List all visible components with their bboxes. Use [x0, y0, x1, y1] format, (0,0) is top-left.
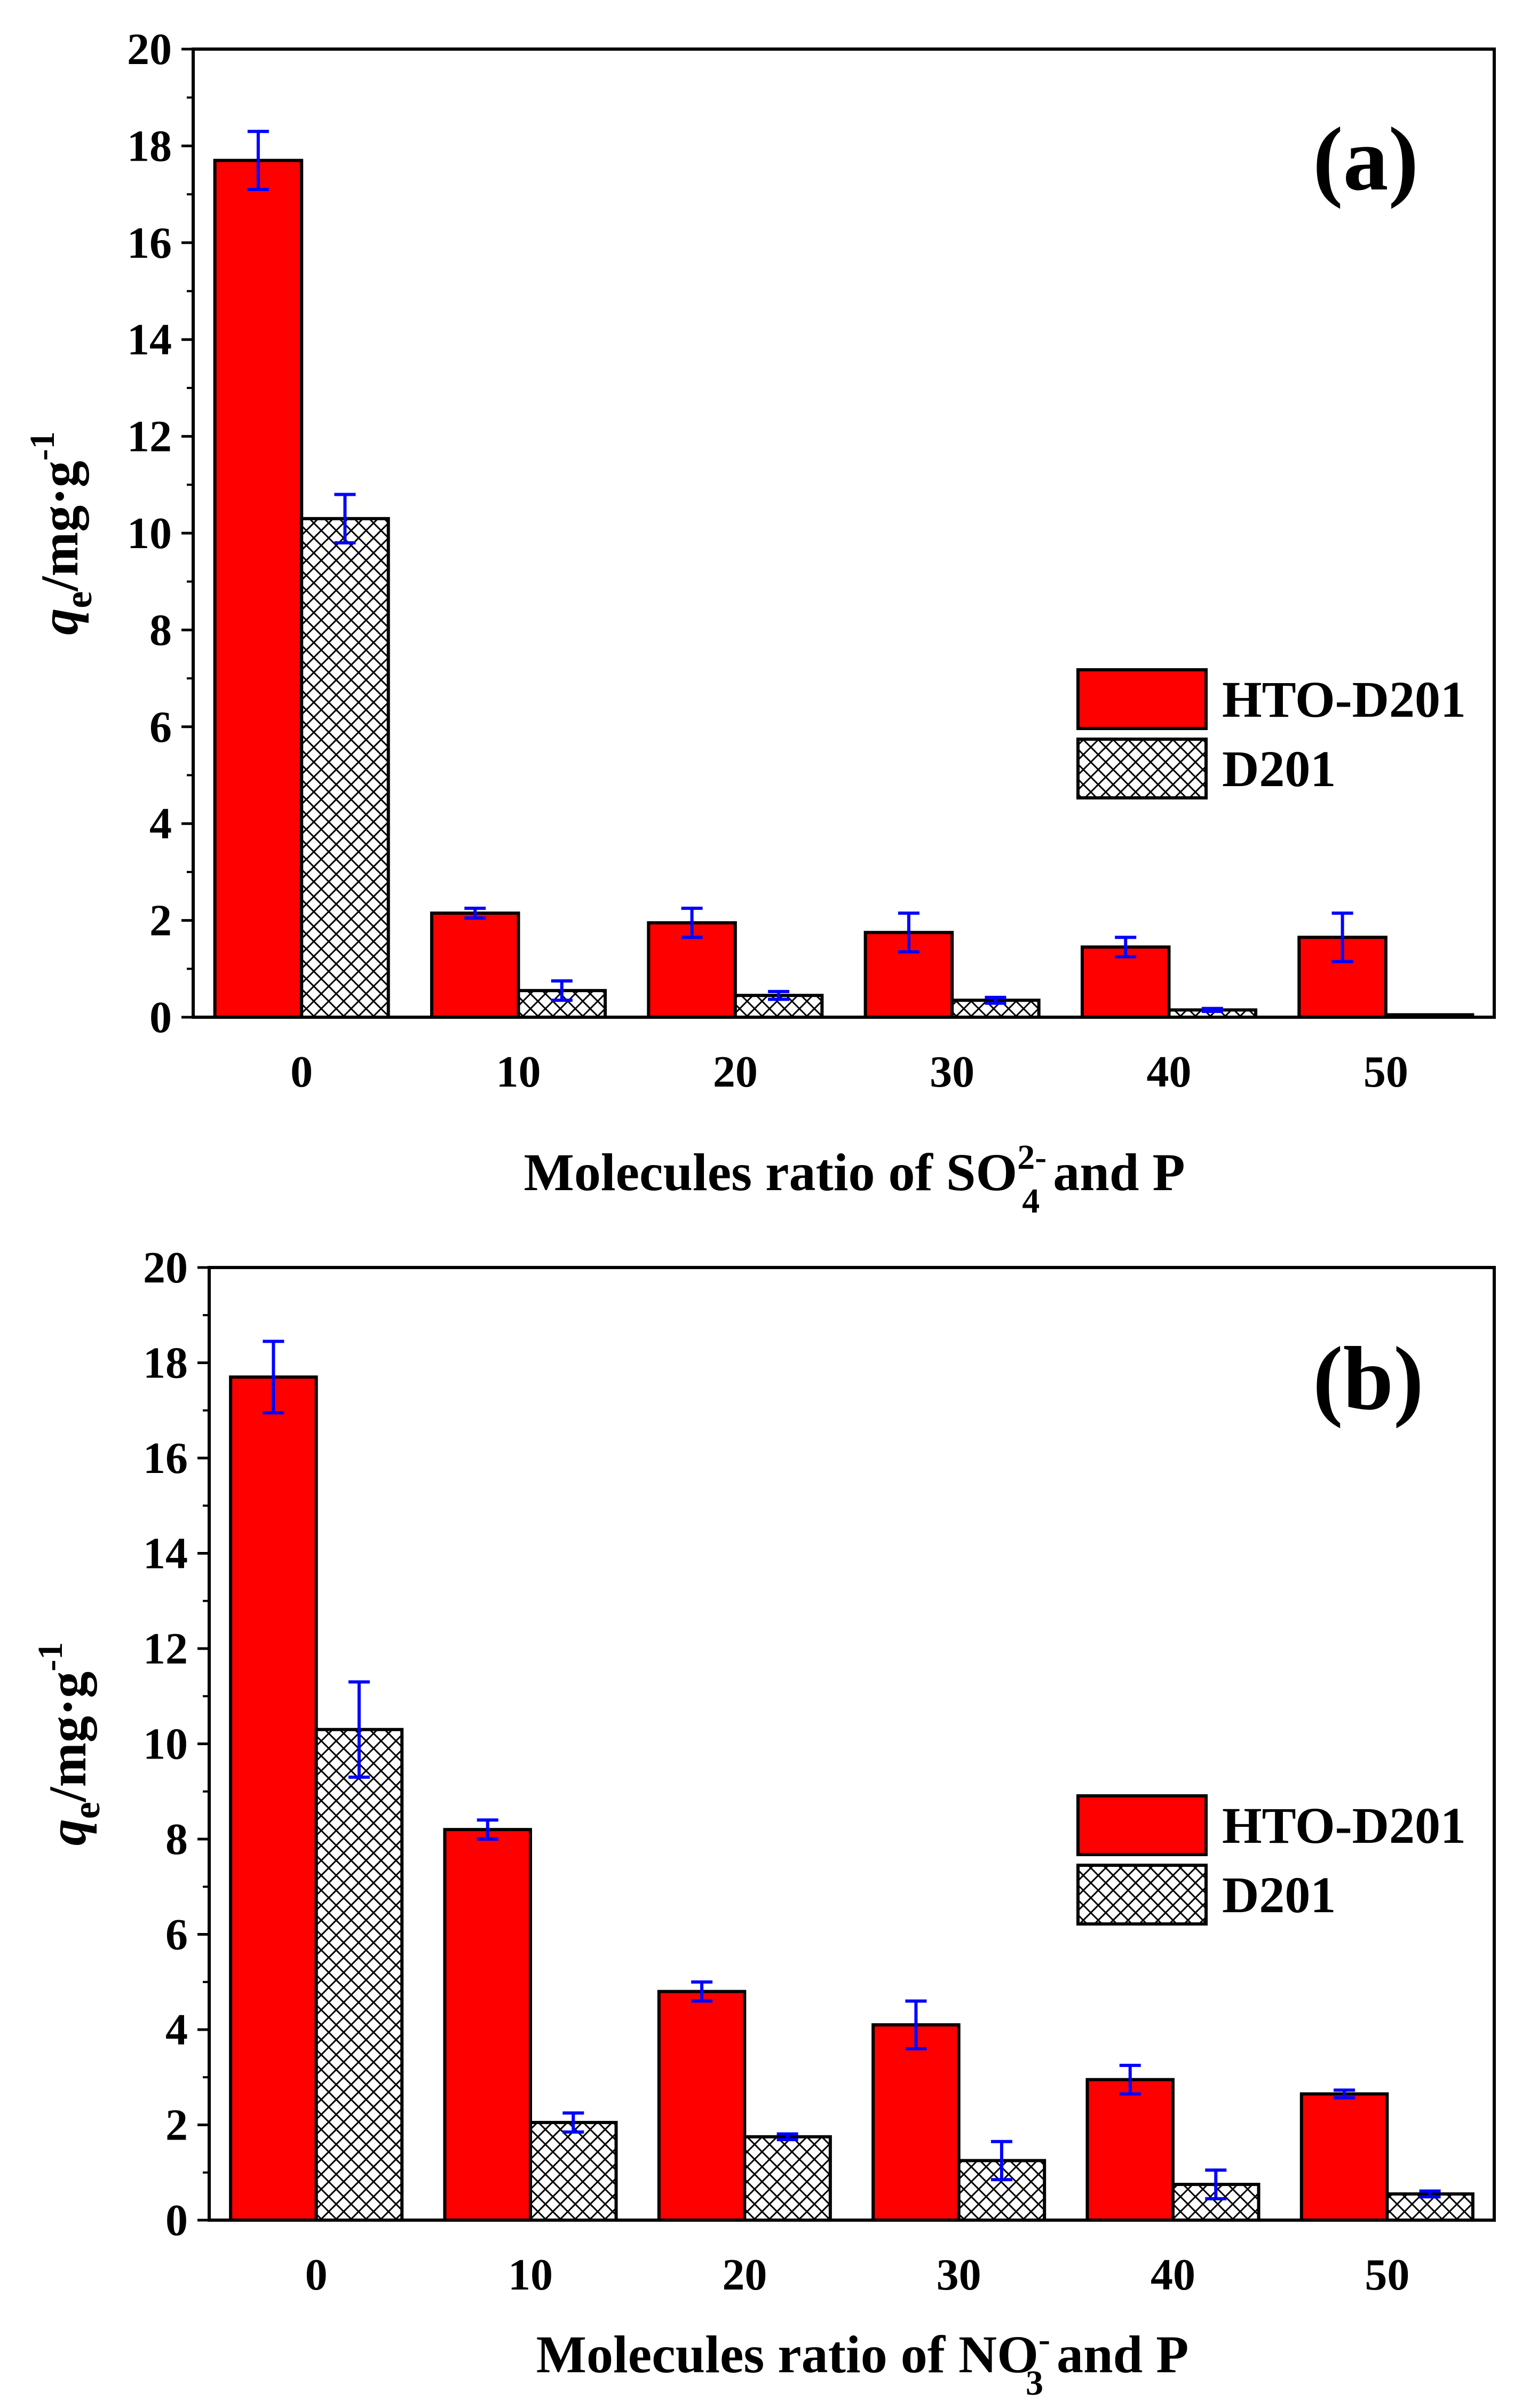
x-tick-label: 40 — [1147, 1047, 1192, 1097]
error-bar — [691, 1980, 713, 2003]
x-tick-label: 20 — [713, 1047, 758, 1097]
y-tick-label: 2 — [165, 2101, 188, 2150]
y-tick-label: 18 — [143, 1338, 188, 1388]
x-tick-label: 10 — [508, 2250, 553, 2300]
y-tick-label: 2 — [149, 896, 172, 946]
error-bar — [898, 911, 919, 954]
x-tick-label: 50 — [1363, 1047, 1408, 1097]
legend-label: D201 — [1222, 1866, 1336, 1923]
y-tick-label: 10 — [143, 1720, 188, 1769]
panel-b-chart: 0 2 4 6 8 10 12 14 16 18 20 0 10 20 30 40 50 (b) HTO-D201 D… — [31, 1243, 1496, 2403]
error-bar — [1205, 2168, 1227, 2200]
error-bar — [1115, 936, 1137, 959]
panel-label: (b) — [1313, 1328, 1424, 1429]
bar-hto-d201-10 — [430, 911, 520, 1019]
error-bar — [1119, 2063, 1141, 2096]
error-bar — [551, 979, 573, 1002]
x-tick-label: 30 — [930, 1047, 974, 1097]
y-tick-label: 20 — [143, 1243, 188, 1293]
y-tick-label: 16 — [143, 1433, 188, 1483]
error-bar — [905, 1999, 927, 2050]
bar-hto-d201-50 — [1299, 2092, 1389, 2222]
legend-swatch-d201 — [1076, 738, 1208, 799]
legend-label: HTO-D201 — [1222, 671, 1466, 728]
y-tick-label: 12 — [143, 1624, 188, 1674]
error-bar — [263, 1340, 284, 1415]
y-tick-label: 16 — [127, 218, 172, 268]
error-bar — [776, 2132, 798, 2142]
y-tick-label: 0 — [165, 2196, 188, 2245]
legend-swatch-hto-d201 — [1076, 1794, 1208, 1856]
bar-d201-10 — [529, 2121, 618, 2222]
y-tick-label: 6 — [165, 1910, 188, 1960]
bar-hto-d201-0 — [229, 1375, 318, 2222]
y-tick-label: 14 — [143, 1529, 188, 1579]
legend: HTO-D201 D201 — [1076, 668, 1466, 799]
legend-swatch-d201 — [1076, 1864, 1208, 1926]
y-tick-label: 4 — [165, 2005, 188, 2055]
error-bar — [464, 906, 486, 920]
bar-d201-0 — [300, 517, 390, 1019]
legend: HTO-D201 D201 — [1076, 1794, 1466, 1926]
error-bar — [1419, 2189, 1441, 2199]
x-tick-label: 20 — [722, 2250, 767, 2300]
bar-d201-50 — [1384, 1013, 1474, 1019]
error-bar — [681, 906, 703, 939]
y-tick-label: 18 — [127, 121, 172, 171]
x-tick-label: 0 — [290, 1047, 313, 1097]
x-tick-label: 40 — [1151, 2250, 1195, 2300]
bar-hto-d201-20 — [657, 1990, 747, 2222]
bar-hto-d201-0 — [213, 159, 304, 1019]
x-axis-title: Molecules ratio of NO-3 and P — [536, 2320, 1189, 2403]
legend-label: HTO-D201 — [1222, 1797, 1466, 1854]
bar-hto-d201-30 — [871, 2023, 961, 2222]
x-axis-title: Molecules ratio of SO2-4 and P — [524, 1138, 1185, 1221]
y-tick-label: 8 — [149, 605, 172, 655]
y-tick-label: 6 — [149, 702, 172, 752]
y-tick-label: 8 — [165, 1815, 188, 1864]
error-bar — [985, 995, 1006, 1005]
x-tick-label: 50 — [1365, 2250, 1409, 2300]
error-bar — [334, 493, 356, 545]
x-tick-label: 30 — [937, 2250, 981, 2300]
error-bar — [1331, 911, 1353, 963]
error-bar — [768, 989, 790, 1001]
error-bar — [477, 1818, 498, 1841]
y-tick-label: 4 — [149, 799, 172, 849]
error-bar — [562, 2111, 584, 2134]
y-axis-title: qe/mg·g-1 — [31, 1642, 108, 1845]
error-bar — [1334, 2088, 1355, 2100]
y-tick-label: 0 — [149, 993, 172, 1042]
y-tick-label: 20 — [127, 25, 172, 74]
panel-label: (a) — [1313, 109, 1418, 209]
bar-hto-d201-10 — [443, 1828, 533, 2222]
x-tick-label: 10 — [496, 1047, 541, 1097]
y-tick-label: 12 — [127, 412, 172, 462]
bar-d201-0 — [314, 1728, 404, 2222]
error-bar — [990, 2140, 1012, 2182]
legend-swatch-hto-d201 — [1076, 668, 1208, 730]
error-bar — [348, 1680, 370, 1779]
y-tick-label: 14 — [127, 315, 172, 365]
y-tick-label: 10 — [127, 509, 172, 558]
bar-hto-d201-40 — [1085, 2078, 1175, 2222]
bar-hto-d201-40 — [1080, 945, 1171, 1019]
legend-label: D201 — [1222, 740, 1336, 797]
error-bar — [1201, 1007, 1223, 1013]
error-bar — [247, 130, 269, 192]
x-tick-label: 0 — [305, 2250, 328, 2300]
panel-a-chart: 0 2 4 6 8 10 12 14 16 18 20 0 10 20 30 40 50 (a) HTO-D201 D… — [23, 25, 1496, 1221]
bar-d201-20 — [743, 2135, 832, 2222]
y-axis-title: qe/mg·g-1 — [23, 431, 100, 635]
